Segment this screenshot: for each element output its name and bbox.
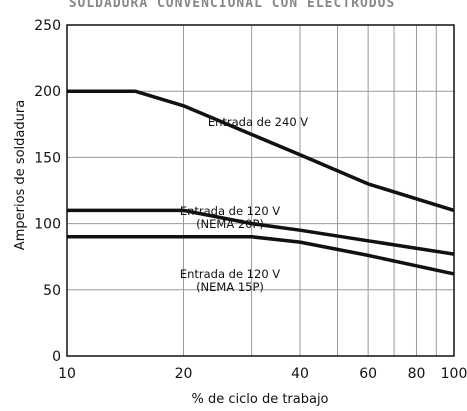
y-tick-label: 0 <box>52 349 61 365</box>
y-tick-label: 50 <box>43 283 61 299</box>
x-tick-label: 100 <box>441 366 467 382</box>
y-tick-label: 150 <box>34 150 61 166</box>
chart-title: SOLDADURA CONVENCIONAL CON ELECTRODOS <box>69 0 396 11</box>
tick-labels: 10 20 40 60 80 100 0 50 100 150 200 250 <box>34 18 467 382</box>
y-tick-label: 200 <box>34 84 61 100</box>
grid <box>67 24 454 357</box>
series-line-3 <box>67 235 455 276</box>
plot-frame <box>66 24 455 357</box>
x-tick-label: 10 <box>58 366 76 382</box>
x-tick-label: 60 <box>359 366 377 382</box>
x-tick-label: 20 <box>175 366 193 382</box>
series-lines <box>67 89 455 276</box>
series-line-1 <box>67 89 455 213</box>
series-annotations: Entrada de 240 V Entrada de 120 V (NEMA 20… <box>180 115 308 294</box>
y-axis-label: Amperios de soldadura <box>13 100 28 250</box>
x-axis-label: % de ciclo de trabajo <box>191 392 328 407</box>
series-annotation-1: Entrada de 240 V <box>208 115 308 129</box>
y-tick-label: 100 <box>34 217 61 233</box>
series-annotation-2: Entrada de 120 V (NEMA 20P) <box>180 204 280 231</box>
y-tick-label: 250 <box>34 18 61 34</box>
series-line-2 <box>67 208 455 256</box>
x-tick-label: 40 <box>291 366 309 382</box>
x-tick-label: 80 <box>408 366 426 382</box>
series-annotation-3: Entrada de 120 V (NEMA 15P) <box>180 267 280 294</box>
